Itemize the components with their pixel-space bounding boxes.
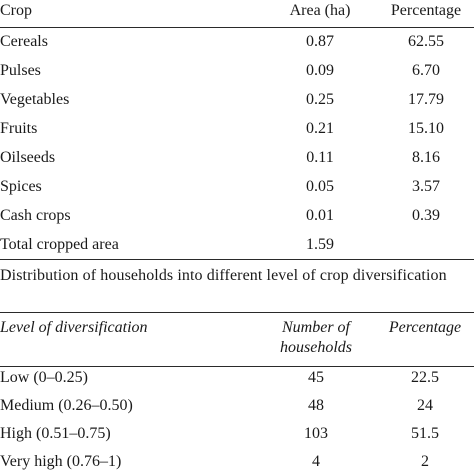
table-row: Pulses 0.09 6.70 <box>0 57 474 85</box>
crop-name: Cereals <box>0 33 48 50</box>
household-percentage: 51.5 <box>411 425 439 442</box>
crop-area: 0.25 <box>306 91 334 108</box>
table1-header-rule <box>0 27 474 28</box>
crop-name: Oilseeds <box>0 149 56 166</box>
table1-bottom-rule <box>0 259 474 260</box>
crop-name: Fruits <box>0 120 38 137</box>
crop-area: 0.09 <box>306 62 334 79</box>
table-row: Very high (0.76–1) 4 2 <box>0 448 474 476</box>
household-count: 48 <box>308 397 324 414</box>
diversification-level: Very high (0.76–1) <box>0 453 122 470</box>
crop-area: 1.59 <box>306 236 334 253</box>
diversification-level: High (0.51–0.75) <box>0 425 111 442</box>
table1-header-row: Crop Area (ha) Percentage <box>0 0 474 25</box>
table-row: Cereals 0.87 62.55 <box>0 28 474 56</box>
table2-header-rule <box>0 366 474 367</box>
crop-area: 0.05 <box>306 178 334 195</box>
diversification-level: Low (0–0.25) <box>0 369 88 386</box>
crop-percentage: 62.55 <box>408 33 444 50</box>
table2-header-households-line2: households <box>280 339 352 356</box>
crop-name: Spices <box>0 178 42 195</box>
crop-percentage: 8.16 <box>412 149 440 166</box>
table2-header-row: Level of diversification Number of house… <box>0 318 474 366</box>
table-row: Vegetables 0.25 17.79 <box>0 86 474 114</box>
crop-area: 0.87 <box>306 33 334 50</box>
household-percentage: 2 <box>421 453 429 470</box>
table1-header-area: Area (ha) <box>289 2 351 19</box>
household-count: 103 <box>304 425 328 442</box>
household-count: 45 <box>308 369 324 386</box>
crop-name: Cash crops <box>0 207 71 224</box>
table-row: High (0.51–0.75) 103 51.5 <box>0 420 474 448</box>
table-row: Cash crops 0.01 0.39 <box>0 202 474 230</box>
table2-caption: Distribution of households into differen… <box>0 267 447 284</box>
table-row: Spices 0.05 3.57 <box>0 173 474 201</box>
crop-percentage: 3.57 <box>412 178 440 195</box>
household-percentage: 24 <box>417 397 433 414</box>
table2-header-households-line1: Number of <box>282 319 350 336</box>
crop-name: Vegetables <box>0 91 70 108</box>
crop-area: 0.01 <box>306 207 334 224</box>
table2-header-percentage: Percentage <box>388 319 462 336</box>
table-row: Oilseeds 0.11 8.16 <box>0 144 474 172</box>
crop-percentage: 15.10 <box>408 120 444 137</box>
diversification-level: Medium (0.26–0.50) <box>0 397 133 414</box>
crop-area: 0.21 <box>306 120 334 137</box>
household-count: 4 <box>312 453 320 470</box>
household-percentage: 22.5 <box>411 369 439 386</box>
table-row: Fruits 0.21 15.10 <box>0 115 474 143</box>
table1-header-percentage: Percentage <box>390 2 462 19</box>
crop-name: Pulses <box>0 62 41 79</box>
table-row: Total cropped area 1.59 <box>0 231 474 259</box>
crop-percentage: 17.79 <box>408 91 444 108</box>
crop-percentage: 0.39 <box>412 207 440 224</box>
table2-top-rule <box>0 312 474 313</box>
table-row: Medium (0.26–0.50) 48 24 <box>0 392 474 420</box>
crop-area: 0.11 <box>306 149 334 166</box>
table1-header-crop: Crop <box>0 2 32 19</box>
table2-header-level: Level of diversification <box>0 319 148 336</box>
table-row: Low (0–0.25) 45 22.5 <box>0 364 474 392</box>
crop-percentage: 6.70 <box>412 62 440 79</box>
crop-name: Total cropped area <box>0 236 119 253</box>
